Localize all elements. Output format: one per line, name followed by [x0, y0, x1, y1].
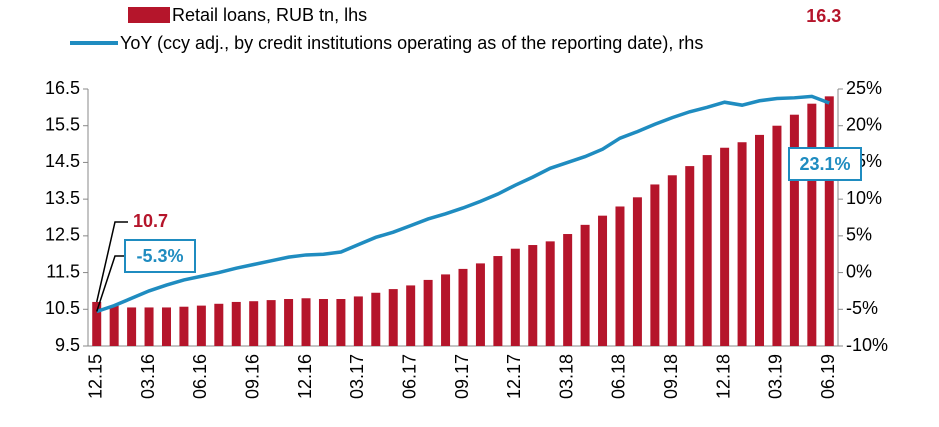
bar	[144, 307, 154, 346]
bar	[441, 274, 451, 346]
bar	[510, 248, 520, 346]
y-tick-label: 16.5	[45, 78, 80, 98]
data-label: 23.1%	[799, 154, 850, 174]
leader	[95, 221, 128, 303]
bar	[336, 299, 346, 346]
line	[96, 94, 830, 314]
bar	[720, 147, 730, 346]
label-box	[124, 239, 196, 273]
x-tick-label: 06.19	[818, 354, 838, 399]
x-tick-label: 03.16	[138, 354, 158, 399]
bar	[196, 305, 206, 346]
y-tick-label: 15.5	[45, 114, 80, 134]
y2-tick-label: 5%	[846, 225, 872, 245]
x-tick-label: 12.18	[713, 354, 733, 399]
bar	[667, 175, 677, 346]
bar	[301, 298, 311, 346]
bar	[388, 289, 398, 346]
y-tick-label: 10.5	[45, 298, 80, 318]
x-tick-label: 06.17	[399, 354, 419, 399]
x-tick-label: 03.18	[556, 354, 576, 399]
data-label: 16.3	[806, 6, 841, 26]
legend-label: YoY (ccy adj., by credit institutions op…	[120, 33, 703, 53]
bar	[371, 292, 381, 346]
bar	[284, 299, 294, 346]
leader	[96, 255, 125, 312]
bar	[755, 134, 765, 346]
bar	[458, 268, 468, 346]
bar	[598, 215, 608, 346]
y-tick-label: 14.5	[45, 151, 80, 171]
bar	[545, 241, 555, 346]
bar	[423, 279, 433, 346]
legend-swatch	[128, 7, 170, 23]
x-tick-label: 06.16	[190, 354, 210, 399]
x-tick-label: 12.17	[504, 354, 524, 399]
x-tick-label: 03.17	[347, 354, 367, 399]
y-tick-label: 12.5	[45, 225, 80, 245]
data-label: 10.7	[133, 211, 168, 231]
x-tick-label: 12.15	[85, 354, 105, 399]
bar	[249, 301, 259, 346]
bar	[353, 296, 363, 346]
x-tick-label: 06.18	[609, 354, 629, 399]
x-tick-label: 09.18	[661, 354, 681, 399]
bar	[127, 307, 137, 346]
bar	[580, 224, 590, 346]
y2-tick-label: 10%	[846, 188, 882, 208]
bar	[702, 155, 712, 346]
y-tick-label: 9.5	[55, 335, 80, 355]
bar	[528, 245, 538, 346]
y-tick-label: 11.5	[46, 261, 80, 281]
bar	[214, 303, 224, 346]
bar	[475, 263, 485, 346]
x-tick-label: 09.16	[242, 354, 262, 399]
bar	[231, 301, 241, 346]
y2-tick-label: 0%	[846, 261, 872, 281]
bar	[824, 96, 834, 346]
bar	[493, 256, 503, 346]
x-tick-label: 12.16	[295, 354, 315, 399]
bar	[109, 305, 119, 346]
y2-tick-label: -10%	[846, 335, 888, 355]
y2-tick-label: 20%	[846, 114, 882, 134]
bar	[685, 166, 695, 346]
bar	[772, 125, 782, 346]
bar	[807, 103, 817, 346]
x-tick-label: 09.17	[452, 354, 472, 399]
bar	[737, 142, 747, 346]
bar	[632, 197, 642, 346]
label-box	[788, 147, 862, 181]
x-tick-label: 03.19	[766, 354, 786, 399]
bar	[615, 206, 625, 346]
bar	[161, 307, 171, 346]
bar	[789, 114, 799, 346]
bar	[179, 306, 189, 346]
y2-tick-label: 25%	[846, 78, 882, 98]
bar	[266, 300, 276, 346]
bar	[92, 301, 102, 346]
bar	[318, 299, 328, 346]
bar	[650, 184, 660, 346]
y2-tick-label: -5%	[846, 298, 878, 318]
bar	[563, 234, 573, 346]
data-label: -5.3%	[136, 246, 183, 266]
bar	[406, 285, 416, 346]
y-tick-label: 13.5	[45, 188, 80, 208]
legend-label: Retail loans, RUB tn, lhs	[172, 5, 367, 25]
